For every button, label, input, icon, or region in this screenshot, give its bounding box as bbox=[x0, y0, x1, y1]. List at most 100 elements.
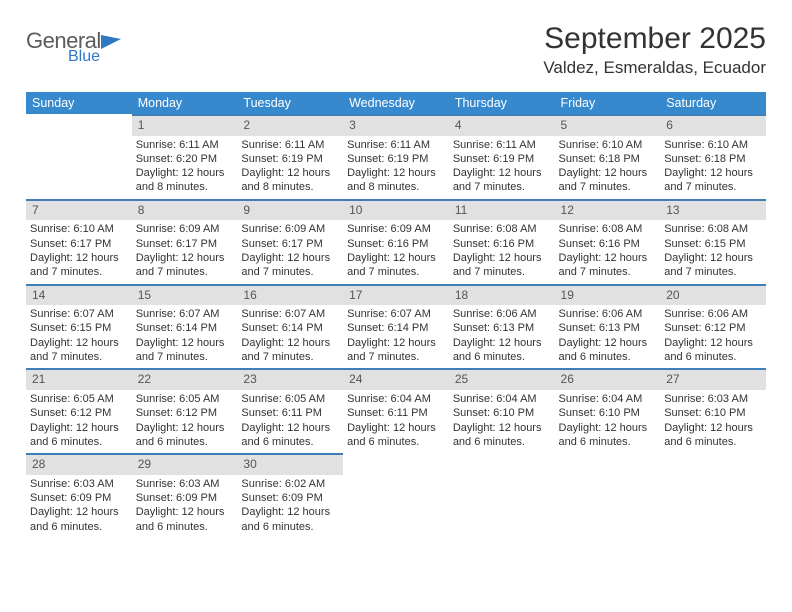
cell-body: Sunrise: 6:10 AMSunset: 6:18 PMDaylight:… bbox=[555, 136, 661, 199]
sunrise-text: Sunrise: 6:03 AM bbox=[30, 477, 128, 491]
daylight-text: Daylight: 12 hours and 7 minutes. bbox=[241, 336, 339, 365]
calendar-cell: 7Sunrise: 6:10 AMSunset: 6:17 PMDaylight… bbox=[26, 199, 132, 284]
sunrise-text: Sunrise: 6:10 AM bbox=[30, 222, 128, 236]
day-header: Wednesday bbox=[343, 92, 449, 114]
cell-body: Sunrise: 6:03 AMSunset: 6:09 PMDaylight:… bbox=[132, 475, 238, 538]
day-number: 7 bbox=[26, 199, 132, 221]
cell-body: Sunrise: 6:09 AMSunset: 6:16 PMDaylight:… bbox=[343, 220, 449, 283]
day-header: Friday bbox=[555, 92, 661, 114]
day-header: Sunday bbox=[26, 92, 132, 114]
sunrise-text: Sunrise: 6:02 AM bbox=[241, 477, 339, 491]
daylight-text: Daylight: 12 hours and 7 minutes. bbox=[664, 251, 762, 280]
calendar-cell: 1Sunrise: 6:11 AMSunset: 6:20 PMDaylight… bbox=[132, 114, 238, 199]
day-number: 9 bbox=[237, 199, 343, 221]
sunrise-text: Sunrise: 6:05 AM bbox=[241, 392, 339, 406]
header: General Blue September 2025 Valdez, Esme… bbox=[26, 22, 766, 78]
sunset-text: Sunset: 6:19 PM bbox=[453, 152, 551, 166]
day-number: 12 bbox=[555, 199, 661, 221]
sunset-text: Sunset: 6:18 PM bbox=[664, 152, 762, 166]
calendar-cell: 4Sunrise: 6:11 AMSunset: 6:19 PMDaylight… bbox=[449, 114, 555, 199]
calendar-cell bbox=[660, 453, 766, 538]
daylight-text: Daylight: 12 hours and 6 minutes. bbox=[136, 505, 234, 534]
calendar-cell: 14Sunrise: 6:07 AMSunset: 6:15 PMDayligh… bbox=[26, 284, 132, 369]
cell-body: Sunrise: 6:03 AMSunset: 6:09 PMDaylight:… bbox=[26, 475, 132, 538]
cell-body: Sunrise: 6:10 AMSunset: 6:17 PMDaylight:… bbox=[26, 220, 132, 283]
cell-body: Sunrise: 6:11 AMSunset: 6:20 PMDaylight:… bbox=[132, 136, 238, 199]
sunset-text: Sunset: 6:12 PM bbox=[664, 321, 762, 335]
cell-body: Sunrise: 6:05 AMSunset: 6:12 PMDaylight:… bbox=[26, 390, 132, 453]
daylight-text: Daylight: 12 hours and 7 minutes. bbox=[453, 251, 551, 280]
calendar-cell: 10Sunrise: 6:09 AMSunset: 6:16 PMDayligh… bbox=[343, 199, 449, 284]
sunrise-text: Sunrise: 6:08 AM bbox=[559, 222, 657, 236]
sunrise-text: Sunrise: 6:04 AM bbox=[347, 392, 445, 406]
calendar-cell: 22Sunrise: 6:05 AMSunset: 6:12 PMDayligh… bbox=[132, 368, 238, 453]
day-header: Saturday bbox=[660, 92, 766, 114]
calendar-cell: 16Sunrise: 6:07 AMSunset: 6:14 PMDayligh… bbox=[237, 284, 343, 369]
sunset-text: Sunset: 6:10 PM bbox=[664, 406, 762, 420]
daylight-text: Daylight: 12 hours and 8 minutes. bbox=[241, 166, 339, 195]
sunrise-text: Sunrise: 6:05 AM bbox=[136, 392, 234, 406]
sunrise-text: Sunrise: 6:08 AM bbox=[453, 222, 551, 236]
calendar-cell: 3Sunrise: 6:11 AMSunset: 6:19 PMDaylight… bbox=[343, 114, 449, 199]
cell-body: Sunrise: 6:10 AMSunset: 6:18 PMDaylight:… bbox=[660, 136, 766, 199]
sunrise-text: Sunrise: 6:06 AM bbox=[453, 307, 551, 321]
daylight-text: Daylight: 12 hours and 6 minutes. bbox=[347, 421, 445, 450]
daylight-text: Daylight: 12 hours and 6 minutes. bbox=[664, 336, 762, 365]
day-number: 4 bbox=[449, 114, 555, 136]
day-number: 23 bbox=[237, 368, 343, 390]
sunrise-text: Sunrise: 6:07 AM bbox=[30, 307, 128, 321]
day-number: 28 bbox=[26, 453, 132, 475]
day-number: 1 bbox=[132, 114, 238, 136]
daylight-text: Daylight: 12 hours and 7 minutes. bbox=[347, 336, 445, 365]
sunrise-text: Sunrise: 6:10 AM bbox=[559, 138, 657, 152]
daylight-text: Daylight: 12 hours and 6 minutes. bbox=[559, 421, 657, 450]
sunset-text: Sunset: 6:16 PM bbox=[347, 237, 445, 251]
day-number: 25 bbox=[449, 368, 555, 390]
cell-body: Sunrise: 6:04 AMSunset: 6:10 PMDaylight:… bbox=[555, 390, 661, 453]
day-header: Thursday bbox=[449, 92, 555, 114]
cell-body: Sunrise: 6:07 AMSunset: 6:14 PMDaylight:… bbox=[237, 305, 343, 368]
daylight-text: Daylight: 12 hours and 7 minutes. bbox=[241, 251, 339, 280]
sunrise-text: Sunrise: 6:07 AM bbox=[241, 307, 339, 321]
cell-body: Sunrise: 6:02 AMSunset: 6:09 PMDaylight:… bbox=[237, 475, 343, 538]
sunset-text: Sunset: 6:09 PM bbox=[241, 491, 339, 505]
daylight-text: Daylight: 12 hours and 6 minutes. bbox=[241, 421, 339, 450]
day-number: 15 bbox=[132, 284, 238, 306]
day-number: 18 bbox=[449, 284, 555, 306]
sunrise-text: Sunrise: 6:06 AM bbox=[664, 307, 762, 321]
cell-body: Sunrise: 6:08 AMSunset: 6:15 PMDaylight:… bbox=[660, 220, 766, 283]
calendar-cell: 15Sunrise: 6:07 AMSunset: 6:14 PMDayligh… bbox=[132, 284, 238, 369]
sunrise-text: Sunrise: 6:03 AM bbox=[664, 392, 762, 406]
calendar-cell: 24Sunrise: 6:04 AMSunset: 6:11 PMDayligh… bbox=[343, 368, 449, 453]
daylight-text: Daylight: 12 hours and 6 minutes. bbox=[30, 421, 128, 450]
calendar-week-row: 7Sunrise: 6:10 AMSunset: 6:17 PMDaylight… bbox=[26, 199, 766, 284]
cell-body: Sunrise: 6:04 AMSunset: 6:10 PMDaylight:… bbox=[449, 390, 555, 453]
calendar-cell: 20Sunrise: 6:06 AMSunset: 6:12 PMDayligh… bbox=[660, 284, 766, 369]
day-number: 26 bbox=[555, 368, 661, 390]
sunset-text: Sunset: 6:19 PM bbox=[347, 152, 445, 166]
daylight-text: Daylight: 12 hours and 8 minutes. bbox=[347, 166, 445, 195]
calendar-cell: 23Sunrise: 6:05 AMSunset: 6:11 PMDayligh… bbox=[237, 368, 343, 453]
calendar-body: 1Sunrise: 6:11 AMSunset: 6:20 PMDaylight… bbox=[26, 114, 766, 538]
day-number: 24 bbox=[343, 368, 449, 390]
sunset-text: Sunset: 6:19 PM bbox=[241, 152, 339, 166]
sunrise-text: Sunrise: 6:11 AM bbox=[453, 138, 551, 152]
calendar-cell: 29Sunrise: 6:03 AMSunset: 6:09 PMDayligh… bbox=[132, 453, 238, 538]
day-number: 11 bbox=[449, 199, 555, 221]
sunset-text: Sunset: 6:20 PM bbox=[136, 152, 234, 166]
day-number: 3 bbox=[343, 114, 449, 136]
day-number: 16 bbox=[237, 284, 343, 306]
day-number: 30 bbox=[237, 453, 343, 475]
sunrise-text: Sunrise: 6:07 AM bbox=[136, 307, 234, 321]
calendar-cell bbox=[555, 453, 661, 538]
day-number: 27 bbox=[660, 368, 766, 390]
calendar-cell: 18Sunrise: 6:06 AMSunset: 6:13 PMDayligh… bbox=[449, 284, 555, 369]
logo-triangle-icon bbox=[101, 35, 121, 49]
day-header-row: Sunday Monday Tuesday Wednesday Thursday… bbox=[26, 92, 766, 114]
day-number: 22 bbox=[132, 368, 238, 390]
calendar-cell: 2Sunrise: 6:11 AMSunset: 6:19 PMDaylight… bbox=[237, 114, 343, 199]
sunset-text: Sunset: 6:13 PM bbox=[559, 321, 657, 335]
calendar-cell bbox=[343, 453, 449, 538]
sunrise-text: Sunrise: 6:08 AM bbox=[664, 222, 762, 236]
logo-text: General Blue bbox=[26, 28, 101, 54]
